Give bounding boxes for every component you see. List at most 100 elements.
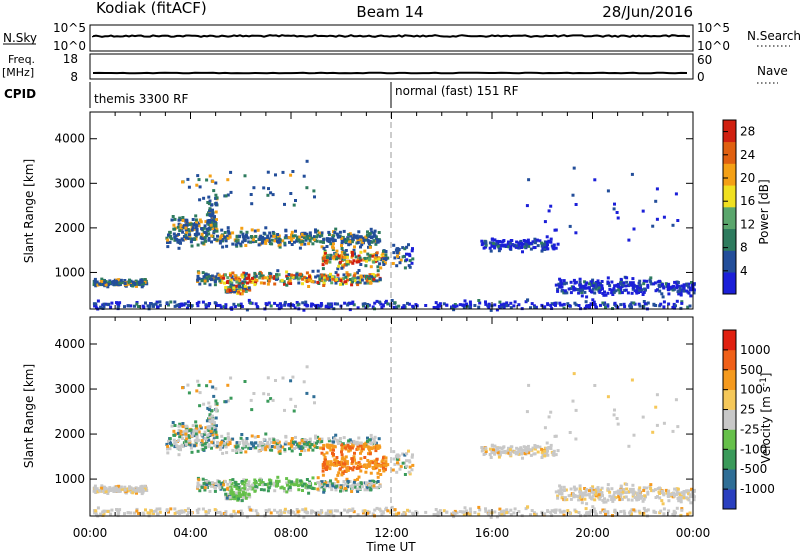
range-cell xyxy=(287,236,291,239)
range-cell xyxy=(348,480,352,483)
range-cell xyxy=(510,449,514,453)
range-cell xyxy=(267,301,271,305)
range-cell xyxy=(308,437,312,441)
range-cell xyxy=(250,408,254,412)
range-cell xyxy=(158,510,162,514)
range-cell xyxy=(386,302,390,306)
range-cell xyxy=(357,269,361,272)
range-cell xyxy=(594,492,597,496)
range-cell xyxy=(152,511,155,515)
range-cell xyxy=(602,500,606,504)
range-cell xyxy=(372,277,376,281)
range-cell xyxy=(562,279,566,283)
range-cell xyxy=(563,496,567,500)
range-cell xyxy=(233,289,237,293)
range-cell xyxy=(583,497,587,501)
range-cell xyxy=(239,242,243,246)
range-cell xyxy=(591,298,595,302)
range-cell xyxy=(190,434,194,438)
range-cell xyxy=(463,506,467,510)
range-cell xyxy=(234,449,238,453)
range-cell xyxy=(674,398,678,402)
range-cell xyxy=(543,243,547,247)
range-cell xyxy=(243,284,247,288)
range-cell xyxy=(686,512,690,516)
range-cell xyxy=(214,224,218,228)
range-cell xyxy=(395,457,399,461)
range-cell xyxy=(569,287,573,291)
range-cell xyxy=(359,258,363,262)
range-cell xyxy=(591,485,595,489)
range-cell xyxy=(344,486,348,490)
range-cell xyxy=(375,506,379,510)
range-cell xyxy=(169,507,173,511)
range-cell xyxy=(315,441,318,445)
range-cell xyxy=(286,277,289,280)
range-cell xyxy=(232,284,235,288)
range-cell xyxy=(215,434,219,438)
range-cell xyxy=(616,489,620,493)
range-cell xyxy=(175,238,179,241)
range-cell xyxy=(395,264,399,268)
range-cell xyxy=(469,510,473,514)
nsky-tick-left-bottom: 10^0 xyxy=(53,39,86,53)
range-cell xyxy=(601,494,604,498)
range-cell xyxy=(490,444,494,448)
range-cell xyxy=(642,486,646,490)
range-cell xyxy=(191,432,195,436)
range-cell xyxy=(244,244,248,247)
range-cell xyxy=(349,484,352,488)
range-cell xyxy=(202,433,206,436)
range-cell xyxy=(236,276,240,280)
range-cell xyxy=(687,291,691,295)
range-cell xyxy=(269,479,273,483)
range-cell xyxy=(207,511,210,515)
range-cell xyxy=(374,258,378,262)
range-cell xyxy=(236,447,240,451)
range-cell xyxy=(611,288,615,292)
range-cell xyxy=(257,449,261,453)
range-cell xyxy=(549,511,553,514)
range-cell xyxy=(543,305,547,309)
range-cell xyxy=(194,218,198,222)
range-cell xyxy=(316,481,320,484)
range-cell xyxy=(261,483,265,487)
range-cell xyxy=(146,511,150,515)
range-cell xyxy=(314,230,318,234)
range-cell xyxy=(198,198,202,202)
range-cell xyxy=(176,446,180,450)
colorbar-frame xyxy=(722,119,737,295)
range-cell xyxy=(290,437,294,440)
range-cell xyxy=(186,300,190,304)
range-cell xyxy=(335,302,339,306)
range-cell xyxy=(170,443,174,447)
range-cell xyxy=(329,242,333,246)
range-cell xyxy=(242,492,245,496)
range-cell xyxy=(231,231,235,235)
range-cell xyxy=(565,498,569,502)
range-cell xyxy=(214,181,218,185)
range-cell xyxy=(140,280,144,284)
nave-tick-bottom: 0 xyxy=(697,70,705,84)
range-cell xyxy=(250,442,254,446)
range-cell xyxy=(326,302,330,306)
range-cell xyxy=(341,470,345,474)
range-cell xyxy=(617,288,621,292)
range-cell xyxy=(339,463,343,467)
range-cell xyxy=(328,260,332,264)
range-cell xyxy=(352,480,356,484)
range-cell xyxy=(245,483,249,487)
range-cell xyxy=(517,510,521,514)
range-cell xyxy=(532,452,536,456)
range-cell xyxy=(367,448,371,452)
range-cell xyxy=(367,438,371,442)
range-cell xyxy=(339,279,343,282)
range-cell xyxy=(313,401,316,405)
range-cell xyxy=(266,170,270,174)
range-cell xyxy=(322,447,325,451)
range-cell xyxy=(631,494,635,498)
range-cell xyxy=(299,276,303,280)
range-cell xyxy=(123,485,127,489)
range-cell xyxy=(594,494,598,498)
